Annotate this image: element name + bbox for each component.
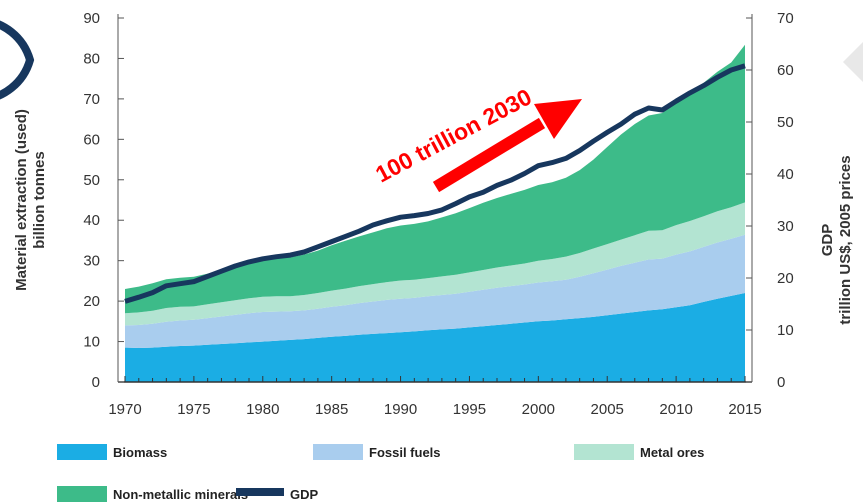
legend-swatch <box>574 444 634 460</box>
x-tick-label: 1970 <box>108 401 141 418</box>
y-right-tick-label: 40 <box>777 166 794 183</box>
y-left-tick-label: 90 <box>83 10 100 27</box>
x-tick-layer: 1970 1975 1980 1985 1990 1995 2000 2005 2010 2015 <box>108 376 762 418</box>
y-right-tick-label: 60 <box>777 62 794 79</box>
y-left-tick-label: 10 <box>83 334 100 351</box>
y-left-tick-label: 60 <box>83 131 100 148</box>
arrow-head <box>534 99 582 139</box>
y-right-title: GDP trillion US$, 2005 prices <box>819 155 854 324</box>
legend-label: Biomass <box>113 445 167 460</box>
y-right-tick-label: 50 <box>777 114 794 131</box>
area-fossil-fuels <box>125 234 745 348</box>
legend-label: Fossil fuels <box>369 445 441 460</box>
area-metal-ores <box>125 202 745 326</box>
area-biomass <box>125 293 745 382</box>
legend-label: Non-metallic minerals <box>113 487 248 502</box>
decorative-triangle <box>843 42 863 82</box>
y-right-tick-label: 20 <box>777 270 794 287</box>
y-right-tick-label: 30 <box>777 218 794 235</box>
area-layers <box>125 44 745 382</box>
legend-swatch <box>57 444 107 460</box>
circle-shape <box>0 20 35 100</box>
x-tick-label: 2015 <box>728 401 761 418</box>
y-left-tick-label: 0 <box>92 374 100 391</box>
y-right-title-line1: GDP <box>819 224 836 257</box>
y-left-tick-label: 40 <box>83 212 100 229</box>
x-tick-label: 1980 <box>246 401 279 418</box>
legend-swatch <box>236 488 284 496</box>
x-tick-label: 2010 <box>659 401 692 418</box>
right-tick-layer: 0 10 20 30 40 50 60 70 <box>746 10 794 391</box>
arrow-shaft <box>432 117 546 193</box>
gdp-line <box>124 63 746 304</box>
x-tick-label: 2005 <box>591 401 624 418</box>
legend-label: Metal ores <box>640 445 704 460</box>
y-left-tick-label: 70 <box>83 91 100 108</box>
y-left-tick-label: 80 <box>83 50 100 67</box>
y-right-tick-label: 70 <box>777 10 794 27</box>
annotation-arrow <box>432 99 582 193</box>
x-tick-label: 1975 <box>177 401 210 418</box>
y-left-tick-label: 50 <box>83 172 100 189</box>
gdp-layer <box>124 63 746 304</box>
legend: Biomass Fossil fuels Metal ores Non-metalli… <box>57 444 704 502</box>
legend-label: GDP <box>290 487 319 502</box>
x-tick-label: 2000 <box>522 401 555 418</box>
y-right-tick-label: 10 <box>777 322 794 339</box>
legend-swatch <box>313 444 363 460</box>
x-tick-label: 1990 <box>384 401 417 418</box>
x-tick-label: 1985 <box>315 401 348 418</box>
legend-swatch <box>57 486 107 502</box>
y-right-tick-label: 0 <box>777 374 785 391</box>
y-left-title-line2: billion tonnes <box>31 151 48 249</box>
area-non-metallic-minerals <box>125 44 745 314</box>
y-left-tick-label: 30 <box>83 253 100 270</box>
y-left-tick-label: 20 <box>83 293 100 310</box>
y-right-title-line2: trillion US$, 2005 prices <box>837 155 854 324</box>
y-left-title-line1: Material extraction (used) <box>13 109 30 291</box>
left-tick-layer: 0 10 20 30 40 50 60 70 80 90 <box>83 10 124 391</box>
y-left-title: Material extraction (used) billion tonne… <box>13 109 48 291</box>
x-tick-label: 1995 <box>453 401 486 418</box>
